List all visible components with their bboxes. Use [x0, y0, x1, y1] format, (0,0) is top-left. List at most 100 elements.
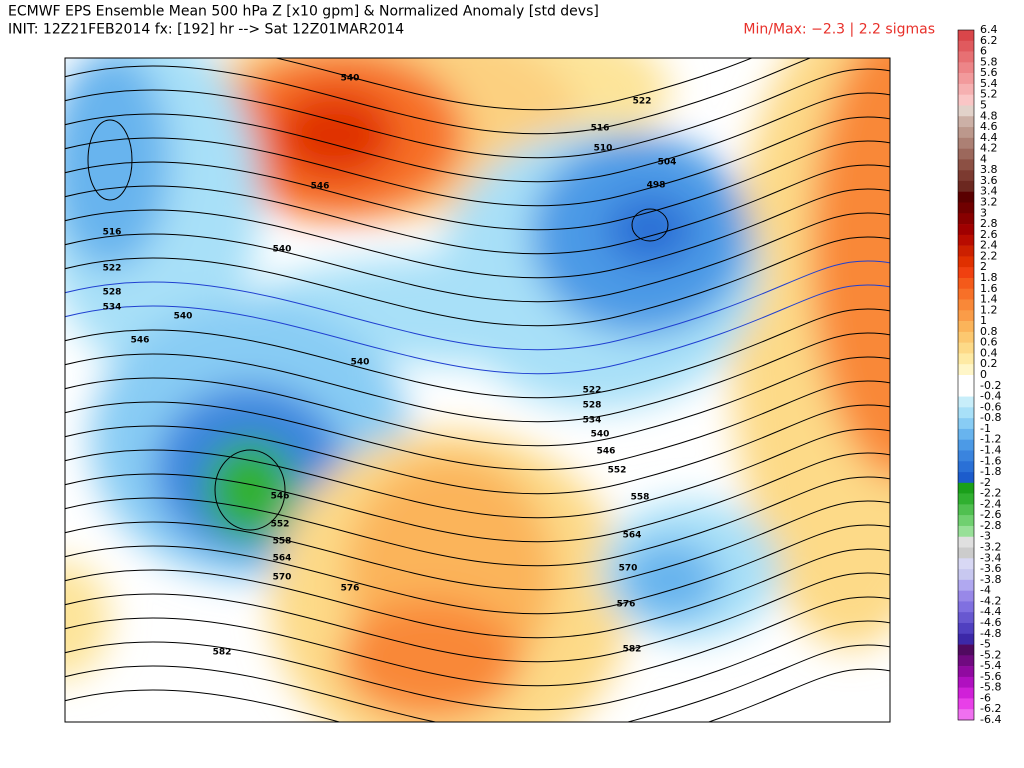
colorbar-label: -5.2 [980, 648, 1001, 661]
colorbar-band [958, 180, 974, 193]
colorbar-label: -6 [980, 691, 991, 704]
contour-line [631, 208, 669, 242]
colorbar-label: -5 [980, 638, 991, 651]
anomaly [65, 560, 110, 680]
colorbar-label: -0.2 [980, 379, 1001, 392]
colorbar-band [958, 601, 974, 613]
colorbar-band [958, 191, 974, 203]
colorbar-label: 5.2 [980, 88, 998, 101]
colorbar-band [958, 687, 974, 699]
contour-label: 570 [273, 573, 292, 583]
colorbar-label: 3.8 [980, 163, 998, 176]
colorbar-label: -2.4 [980, 497, 1001, 510]
colorbar-band [958, 202, 974, 214]
contour-label: 528 [583, 401, 602, 411]
colorbar-band [958, 407, 974, 419]
contour-line [65, 452, 890, 543]
colorbar-band [958, 396, 974, 408]
anomaly [340, 600, 520, 720]
colorbar-band [958, 450, 974, 462]
colorbar-band [958, 127, 974, 139]
colorbar-band [958, 364, 974, 376]
contour-line [65, 212, 890, 303]
colorbar-band [958, 159, 974, 171]
contour-line [65, 596, 890, 687]
colorbar-label: 3.6 [980, 174, 998, 187]
contour-line [273, 58, 754, 111]
colorbar-label: 4.6 [980, 120, 998, 133]
contour-line [65, 284, 890, 375]
colorbar-band [958, 224, 974, 236]
contour-line [65, 572, 890, 663]
colorbar-label: -3.4 [980, 551, 1001, 564]
colorbar-label: 5.8 [980, 55, 998, 68]
init-line: INIT: 12Z21FEB2014 fx: [192] hr --> Sat … [8, 22, 404, 38]
colorbar-label: 1.8 [980, 271, 998, 284]
colorbar-label: -1.4 [980, 443, 1001, 456]
colorbar-band [958, 62, 974, 74]
colorbar-label: 5.4 [980, 77, 998, 90]
contour-line [65, 356, 890, 447]
colorbar-band [958, 170, 974, 182]
colorbar-label: -0.4 [980, 390, 1001, 403]
colorbar-band [958, 590, 974, 602]
colorbar-band [958, 515, 974, 527]
colorbar-label: -4.8 [980, 627, 1001, 640]
colorbar-band [958, 472, 974, 484]
colorbar-label: -1 [980, 422, 991, 435]
colorbar-label: 6.2 [980, 34, 998, 47]
colorbar-band [958, 666, 974, 678]
contour-label: 540 [273, 245, 292, 255]
colorbar-label: -4.6 [980, 616, 1001, 629]
contour-label: 534 [583, 416, 602, 426]
colorbar-frame [957, 29, 975, 721]
colorbar-label: -2 [980, 476, 991, 489]
contour-line [65, 668, 890, 722]
colorbar-label: -3.2 [980, 541, 1001, 554]
colorbar-band [958, 213, 974, 225]
contour-line [87, 119, 133, 201]
colorbar-band [958, 385, 974, 397]
contour-label: 516 [591, 124, 610, 134]
colorbar-label: 2.8 [980, 217, 998, 230]
colorbar-label: 1.2 [980, 303, 998, 316]
colorbar-label: -4 [980, 584, 991, 597]
colorbar-band [958, 353, 974, 365]
colorbar-band [958, 73, 974, 85]
colorbar-label: 0.4 [980, 346, 998, 359]
colorbar-band [958, 30, 974, 42]
colorbar-label: 3 [980, 206, 987, 219]
contour-line [214, 449, 286, 531]
contour-line [65, 92, 890, 183]
contour-label: 540 [341, 74, 360, 84]
contour-label: 540 [351, 358, 370, 368]
contour-label: 504 [658, 158, 677, 168]
contour-line [65, 308, 890, 399]
contour-label: 498 [647, 181, 666, 191]
colorbar-band [958, 299, 974, 311]
contour-line [65, 524, 890, 615]
contour-label: 540 [174, 312, 193, 322]
colorbar-label: 3.2 [980, 196, 998, 209]
colorbar-band [958, 277, 974, 290]
colorbar-band [958, 493, 974, 505]
contour-line [65, 620, 890, 711]
colorbar-band [958, 698, 974, 710]
colorbar-band [958, 94, 974, 106]
colorbar-band [958, 569, 974, 581]
contours [65, 58, 890, 722]
contour-label: 546 [131, 336, 150, 346]
contour-line [65, 68, 890, 159]
anomaly [275, 90, 395, 180]
colorbar-band [958, 418, 974, 430]
contour-line [65, 188, 890, 279]
colorbar-label: 5.6 [980, 66, 998, 79]
colorbar-band [958, 310, 974, 322]
colorbar-label: -0.6 [980, 400, 1001, 413]
anomaly [605, 195, 695, 265]
colorbar-band [958, 676, 974, 688]
contour-label: 528 [103, 288, 122, 298]
contour-label: 564 [273, 554, 292, 564]
